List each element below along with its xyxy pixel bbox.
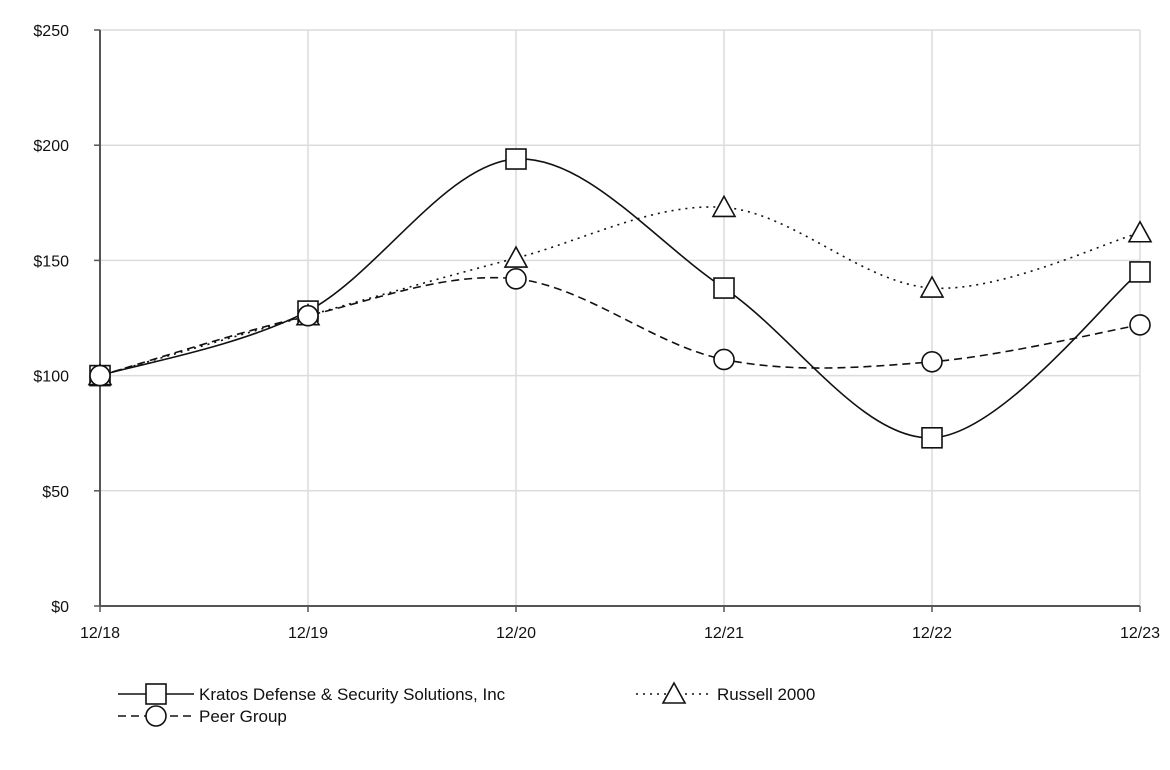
x-tick-label: 12/19 bbox=[288, 625, 328, 642]
data-point-circle bbox=[505, 268, 527, 290]
y-tick-label: $50 bbox=[42, 484, 69, 501]
data-point-triangle bbox=[919, 275, 945, 298]
data-point-square bbox=[505, 148, 527, 170]
data-point-square bbox=[1129, 261, 1151, 283]
x-tick-label: 12/23 bbox=[1120, 625, 1160, 642]
data-point-circle bbox=[297, 304, 319, 327]
series-group bbox=[87, 148, 1153, 449]
series-triangle bbox=[87, 194, 1153, 386]
data-point-triangle bbox=[503, 245, 529, 268]
series-line-triangle bbox=[99, 206, 1141, 377]
series-line-square bbox=[99, 158, 1141, 439]
y-tick-label: $0 bbox=[51, 599, 69, 616]
legend-marker-circle bbox=[145, 705, 167, 727]
y-tick-label: $150 bbox=[33, 253, 69, 270]
legend-label-triangle: Russell 2000 bbox=[717, 685, 815, 704]
series-square bbox=[89, 148, 1151, 449]
x-tick-label: 12/18 bbox=[80, 625, 120, 642]
x-tick-label: 12/22 bbox=[912, 625, 952, 642]
data-point-circle bbox=[1129, 314, 1151, 336]
data-point-triangle bbox=[711, 194, 737, 218]
data-point-triangle bbox=[1127, 220, 1153, 243]
data-point-circle bbox=[921, 350, 943, 373]
data-point-square bbox=[921, 427, 943, 449]
legend-label-circle: Peer Group bbox=[199, 707, 287, 726]
y-tick-label: $200 bbox=[33, 138, 69, 155]
legend-marker-square bbox=[145, 683, 167, 705]
x-tick-label: 12/20 bbox=[496, 625, 536, 642]
series-line-circle bbox=[99, 276, 1141, 377]
y-tick-label: $250 bbox=[33, 23, 69, 40]
data-point-circle bbox=[89, 364, 111, 387]
y-tick-label: $100 bbox=[33, 369, 69, 386]
axes bbox=[99, 30, 1140, 607]
legend: Kratos Defense & Security Solutions, Inc… bbox=[118, 681, 815, 727]
grid bbox=[100, 29, 1141, 606]
x-axis-ticks: 12/18 12/19 12/20 12/21 12/22 12/23 bbox=[80, 606, 1160, 642]
series-circle bbox=[89, 268, 1151, 387]
legend-label-square: Kratos Defense & Security Solutions, Inc bbox=[199, 685, 506, 704]
x-tick-label: 12/21 bbox=[704, 625, 744, 642]
data-point-circle bbox=[713, 348, 735, 371]
legend-marker-triangle bbox=[661, 681, 687, 704]
data-point-square bbox=[713, 277, 735, 299]
y-axis-ticks: $0 $50 $100 $150 $200 $250 bbox=[33, 23, 100, 616]
